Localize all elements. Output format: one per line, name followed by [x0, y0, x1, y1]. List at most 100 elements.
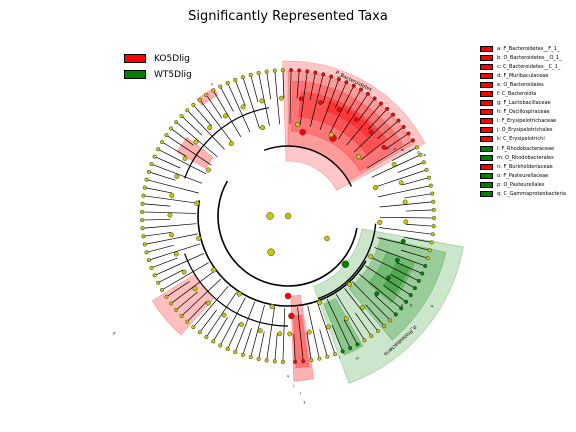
taxa-label: d: F_Muribaculaceae [497, 72, 549, 79]
family-spoke [251, 103, 260, 129]
family-node [174, 173, 180, 179]
taxa-swatch [480, 72, 493, 79]
taxon-spoke [181, 115, 203, 136]
leaf-node [430, 232, 435, 237]
family-spoke [317, 302, 327, 328]
leaf-node [297, 68, 302, 73]
taxon-spoke [399, 169, 427, 180]
family-node [386, 275, 391, 281]
family-node [306, 329, 312, 335]
tree-arc-bacteroidetes [263, 145, 353, 187]
leaf-node [412, 286, 417, 291]
family-node [207, 125, 213, 131]
taxon-spoke [144, 238, 173, 245]
taxon-spoke [343, 319, 358, 345]
taxon-spoke [142, 203, 171, 207]
leaf-node [179, 313, 184, 318]
taxon-spoke [393, 268, 419, 282]
leaf-node [164, 294, 169, 299]
taxa-label: b: O_Bacteroidetes__O_1_ [497, 54, 562, 61]
leaf-node [293, 359, 298, 364]
leaf-node [272, 359, 277, 364]
leaf-node [416, 278, 421, 283]
leaf-node [191, 325, 196, 330]
family-spoke [289, 98, 291, 125]
ko-swatch [124, 54, 146, 63]
taxon-spoke [386, 279, 411, 296]
leaf-node [382, 323, 387, 328]
taxon-spoke [334, 82, 347, 109]
leaf-node [336, 77, 341, 82]
ring-letter-p: p [408, 303, 413, 308]
ring-letter-i: i [293, 384, 294, 388]
minor-node [324, 235, 330, 242]
leaf-node [204, 334, 209, 340]
taxon-spoke [365, 304, 385, 327]
family-node [192, 286, 198, 292]
taxon-spoke [303, 71, 308, 100]
leaf-node [351, 83, 356, 88]
family-spoke [238, 108, 251, 133]
order-node [196, 235, 202, 241]
family-spoke [377, 191, 404, 198]
taxa-label: j: O_Erysipelotrichales [497, 127, 553, 134]
family-spoke [175, 243, 201, 253]
leaf-node [431, 215, 437, 221]
family-spoke [263, 100, 270, 126]
family-spoke [270, 306, 275, 333]
family-node [398, 180, 404, 186]
taxa-label: g: F_Lactobacillaceae [497, 100, 551, 107]
muribaculaceae-sector [298, 91, 387, 155]
leaf-node [225, 346, 230, 352]
taxon-spoke [266, 71, 272, 100]
order-node [328, 132, 334, 138]
ring-letter-f: f [385, 147, 389, 151]
taxa-swatch [480, 81, 493, 88]
leaf-node [149, 162, 154, 167]
family-spoke [283, 307, 286, 334]
family-spoke [257, 304, 265, 331]
family-spoke [189, 150, 212, 166]
ring-letter-g: g [112, 331, 117, 335]
family-spoke [359, 273, 380, 291]
leaf-node [233, 350, 238, 355]
family-spoke [206, 130, 225, 150]
family-node [394, 257, 400, 263]
ring-letter-h: h [287, 374, 289, 378]
taxa-legend-item: b: O_Bacteroidetes__O_1_ [480, 53, 576, 62]
leaf-node [358, 87, 364, 92]
family-node [336, 107, 342, 113]
taxa-legend-item: d: F_Muribaculaceae [480, 71, 576, 80]
group-legend: KO5Dlig WT5Dlig [124, 51, 192, 83]
taxon-spoke [403, 185, 431, 192]
leaf-node [233, 77, 238, 82]
taxon-spoke [220, 320, 234, 346]
taxa-legend-item: n: F_Burkholderiaceae [480, 162, 576, 171]
proteobacteria-node [341, 260, 350, 268]
leaf-node [305, 69, 310, 74]
order-node [355, 154, 362, 160]
wt-swatch [124, 70, 146, 79]
taxa-label: h: F_Oscillospiraceae [497, 109, 550, 116]
family-spoke [326, 299, 339, 323]
taxon-spoke [370, 300, 391, 321]
taxon-spoke [337, 322, 351, 349]
taxon-spoke [250, 74, 259, 103]
taxon-spoke [166, 281, 190, 298]
family-spoke [186, 262, 209, 277]
taxa-label: o: F_Pasteurellaceae [497, 172, 549, 179]
taxa-swatch [480, 100, 493, 107]
family-spoke [216, 121, 233, 143]
family-spoke [245, 301, 256, 327]
family-node [239, 322, 244, 327]
leaf-node [408, 293, 413, 298]
taxon-spoke [331, 325, 344, 352]
taxon-spoke [274, 333, 278, 362]
order-node [377, 219, 383, 225]
order-node [236, 291, 242, 297]
leaf-node [211, 88, 216, 93]
family-spoke [365, 265, 388, 281]
ring-letter-l: l [338, 355, 340, 359]
taxon-spoke [306, 332, 312, 361]
taxon-spoke [385, 133, 409, 150]
